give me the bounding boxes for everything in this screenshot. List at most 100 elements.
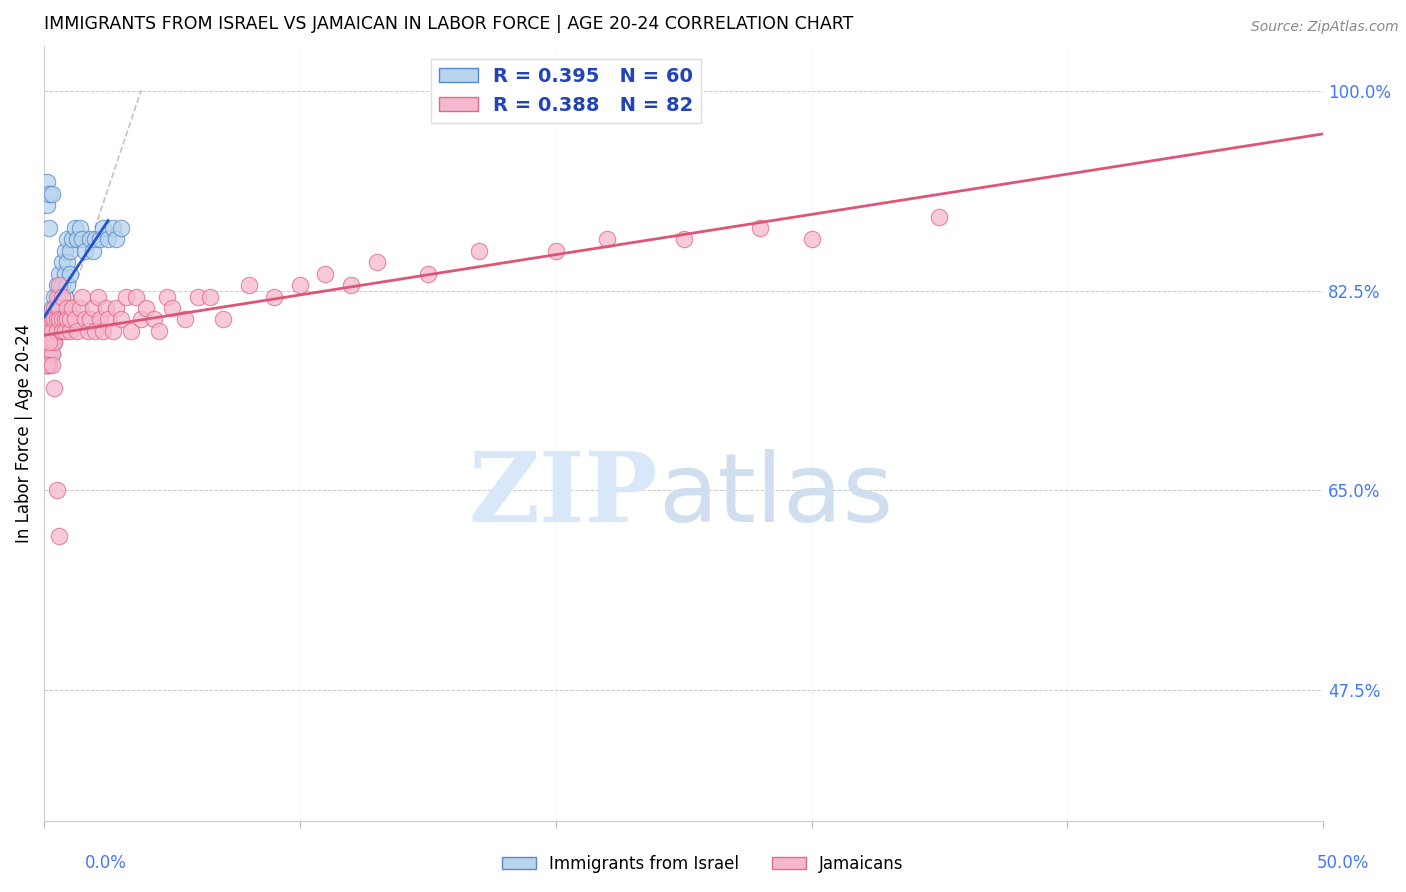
Point	[56, 255, 79, 269]
Point	[91, 324, 114, 338]
Y-axis label: In Labor Force | Age 20-24: In Labor Force | Age 20-24	[15, 324, 32, 543]
Point	[160, 301, 183, 315]
Point	[51, 301, 73, 315]
Point	[48, 289, 70, 303]
Point	[45, 312, 67, 326]
Point	[41, 335, 63, 350]
Point	[238, 278, 260, 293]
Point	[104, 301, 127, 315]
Point	[44, 301, 66, 315]
Point	[44, 324, 66, 338]
Point	[38, 335, 60, 350]
Point	[41, 186, 63, 201]
Point	[212, 312, 235, 326]
Point	[928, 210, 950, 224]
Point	[41, 346, 63, 360]
Point	[110, 312, 132, 326]
Point	[41, 312, 63, 326]
Point	[97, 232, 120, 246]
Point	[48, 312, 70, 326]
Point	[35, 335, 58, 350]
Point	[87, 289, 110, 303]
Point	[41, 335, 63, 350]
Point	[48, 267, 70, 281]
Point	[135, 301, 157, 315]
Point	[56, 301, 79, 315]
Point	[59, 267, 82, 281]
Point	[97, 312, 120, 326]
Point	[66, 324, 89, 338]
Point	[749, 221, 772, 235]
Point	[468, 244, 491, 258]
Point	[200, 289, 222, 303]
Point	[51, 278, 73, 293]
Point	[38, 186, 60, 201]
Text: IMMIGRANTS FROM ISRAEL VS JAMAICAN IN LABOR FORCE | AGE 20-24 CORRELATION CHART: IMMIGRANTS FROM ISRAEL VS JAMAICAN IN LA…	[44, 15, 853, 33]
Point	[51, 324, 73, 338]
Text: 0.0%: 0.0%	[84, 855, 127, 872]
Point	[51, 255, 73, 269]
Point	[60, 232, 83, 246]
Point	[41, 312, 63, 326]
Point	[38, 335, 60, 350]
Point	[41, 346, 63, 360]
Point	[38, 352, 60, 367]
Point	[672, 232, 695, 246]
Legend: Immigrants from Israel, Jamaicans: Immigrants from Israel, Jamaicans	[496, 848, 910, 880]
Point	[48, 278, 70, 293]
Point	[596, 232, 619, 246]
Text: ZIP: ZIP	[468, 449, 658, 542]
Point	[35, 324, 58, 338]
Point	[45, 324, 67, 338]
Point	[94, 301, 117, 315]
Point	[35, 346, 58, 360]
Point	[366, 255, 388, 269]
Point	[44, 312, 66, 326]
Point	[44, 381, 66, 395]
Point	[38, 346, 60, 360]
Point	[59, 244, 82, 258]
Point	[56, 232, 79, 246]
Point	[72, 289, 94, 303]
Point	[38, 341, 60, 355]
Point	[38, 221, 60, 235]
Point	[35, 198, 58, 212]
Point	[35, 358, 58, 372]
Point	[41, 318, 63, 332]
Text: Source: ZipAtlas.com: Source: ZipAtlas.com	[1251, 20, 1399, 34]
Point	[45, 483, 67, 498]
Point	[84, 232, 107, 246]
Point	[38, 324, 60, 338]
Point	[82, 301, 104, 315]
Point	[91, 221, 114, 235]
Point	[38, 335, 60, 350]
Point	[66, 232, 89, 246]
Point	[69, 221, 91, 235]
Point	[45, 301, 67, 315]
Point	[89, 232, 111, 246]
Point	[35, 324, 58, 338]
Point	[69, 301, 91, 315]
Point	[38, 324, 60, 338]
Point	[148, 324, 170, 338]
Point	[101, 221, 124, 235]
Point	[416, 267, 439, 281]
Point	[38, 312, 60, 326]
Point	[120, 324, 142, 338]
Point	[38, 346, 60, 360]
Point	[110, 221, 132, 235]
Point	[340, 278, 363, 293]
Point	[48, 301, 70, 315]
Text: 50.0%: 50.0%	[1316, 855, 1369, 872]
Point	[131, 312, 153, 326]
Point	[104, 232, 127, 246]
Point	[79, 232, 101, 246]
Point	[35, 346, 58, 360]
Text: atlas: atlas	[658, 449, 893, 541]
Point	[44, 312, 66, 326]
Point	[156, 289, 179, 303]
Point	[41, 358, 63, 372]
Point	[63, 312, 86, 326]
Point	[288, 278, 311, 293]
Point	[73, 312, 96, 326]
